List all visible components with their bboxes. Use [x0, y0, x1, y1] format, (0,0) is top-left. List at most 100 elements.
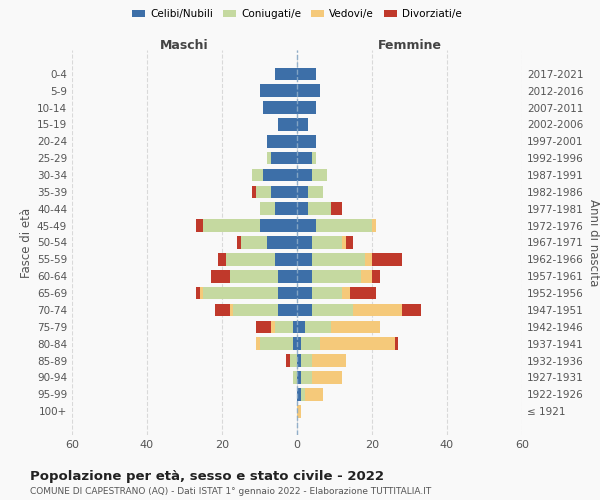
- Bar: [256, 338, 260, 350]
- Bar: [263, 101, 297, 114]
- Bar: [312, 152, 316, 164]
- Legend: Celibi/Nubili, Coniugati/e, Vedovi/e, Divorziati/e: Celibi/Nubili, Coniugati/e, Vedovi/e, Di…: [128, 5, 466, 24]
- Text: Femmine: Femmine: [377, 39, 442, 52]
- Bar: [256, 186, 271, 198]
- Bar: [218, 253, 226, 266]
- Bar: [286, 354, 290, 367]
- Bar: [365, 253, 372, 266]
- Bar: [301, 338, 320, 350]
- Bar: [267, 236, 297, 249]
- Bar: [305, 320, 331, 333]
- Bar: [361, 270, 372, 282]
- Bar: [297, 371, 301, 384]
- Bar: [297, 101, 316, 114]
- Bar: [271, 186, 297, 198]
- Bar: [301, 371, 312, 384]
- Bar: [271, 152, 297, 164]
- Bar: [331, 202, 342, 215]
- Bar: [297, 135, 316, 147]
- Bar: [196, 220, 203, 232]
- Bar: [229, 304, 233, 316]
- Bar: [297, 202, 308, 215]
- Bar: [203, 287, 278, 300]
- Bar: [312, 371, 342, 384]
- Bar: [342, 236, 346, 249]
- Bar: [312, 270, 361, 282]
- Bar: [297, 118, 308, 131]
- Bar: [402, 304, 421, 316]
- Bar: [237, 236, 241, 249]
- Bar: [271, 320, 275, 333]
- Bar: [316, 220, 372, 232]
- Bar: [395, 338, 398, 350]
- Bar: [372, 253, 402, 266]
- Bar: [290, 354, 297, 367]
- Bar: [312, 304, 353, 316]
- Bar: [297, 405, 301, 417]
- Bar: [320, 338, 395, 350]
- Bar: [196, 287, 199, 300]
- Bar: [260, 202, 275, 215]
- Bar: [215, 304, 229, 316]
- Bar: [241, 236, 267, 249]
- Bar: [275, 68, 297, 80]
- Text: Popolazione per età, sesso e stato civile - 2022: Popolazione per età, sesso e stato civil…: [30, 470, 384, 483]
- Bar: [199, 287, 203, 300]
- Bar: [275, 320, 293, 333]
- Bar: [297, 287, 312, 300]
- Bar: [297, 84, 320, 97]
- Bar: [267, 135, 297, 147]
- Bar: [353, 304, 402, 316]
- Bar: [346, 236, 353, 249]
- Bar: [312, 354, 346, 367]
- Bar: [297, 338, 301, 350]
- Bar: [293, 338, 297, 350]
- Bar: [260, 220, 297, 232]
- Bar: [349, 287, 376, 300]
- Bar: [312, 168, 327, 181]
- Bar: [267, 152, 271, 164]
- Bar: [297, 168, 312, 181]
- Bar: [297, 220, 316, 232]
- Bar: [297, 68, 316, 80]
- Text: Maschi: Maschi: [160, 39, 209, 52]
- Bar: [297, 152, 312, 164]
- Bar: [278, 118, 297, 131]
- Bar: [278, 304, 297, 316]
- Bar: [342, 287, 349, 300]
- Y-axis label: Fasce di età: Fasce di età: [20, 208, 33, 278]
- Bar: [301, 354, 312, 367]
- Text: COMUNE DI CAPESTRANO (AQ) - Dati ISTAT 1° gennaio 2022 - Elaborazione TUTTITALIA: COMUNE DI CAPESTRANO (AQ) - Dati ISTAT 1…: [30, 488, 431, 496]
- Bar: [297, 304, 312, 316]
- Bar: [293, 371, 297, 384]
- Bar: [301, 388, 305, 400]
- Bar: [312, 287, 342, 300]
- Bar: [308, 202, 331, 215]
- Bar: [297, 354, 301, 367]
- Bar: [293, 320, 297, 333]
- Bar: [203, 220, 260, 232]
- Bar: [297, 388, 301, 400]
- Bar: [211, 270, 229, 282]
- Bar: [312, 236, 342, 249]
- Bar: [260, 338, 293, 350]
- Bar: [260, 84, 297, 97]
- Bar: [308, 186, 323, 198]
- Bar: [278, 287, 297, 300]
- Bar: [275, 253, 297, 266]
- Bar: [312, 253, 365, 266]
- Bar: [226, 253, 275, 266]
- Bar: [297, 236, 312, 249]
- Bar: [372, 270, 380, 282]
- Y-axis label: Anni di nascita: Anni di nascita: [587, 199, 600, 286]
- Bar: [252, 168, 263, 181]
- Bar: [297, 253, 312, 266]
- Bar: [297, 186, 308, 198]
- Bar: [297, 270, 312, 282]
- Bar: [331, 320, 380, 333]
- Bar: [263, 168, 297, 181]
- Bar: [297, 320, 305, 333]
- Bar: [256, 320, 271, 333]
- Bar: [252, 186, 256, 198]
- Bar: [278, 270, 297, 282]
